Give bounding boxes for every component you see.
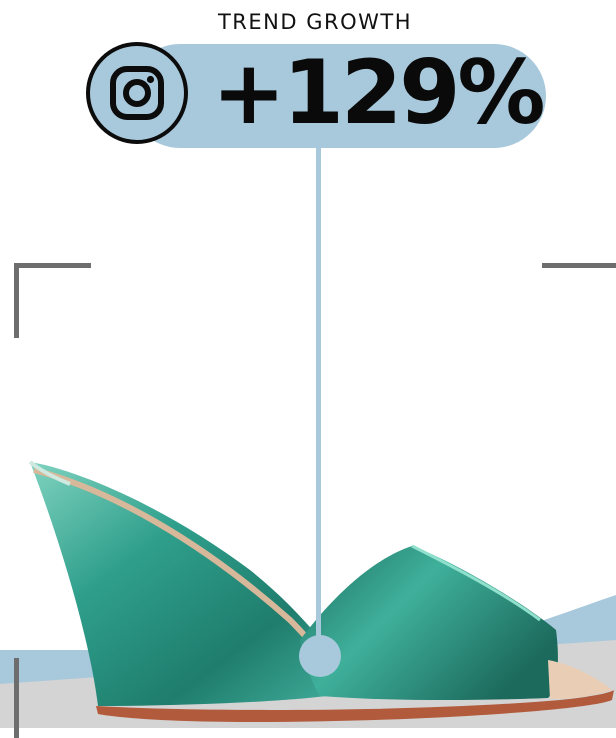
frame-corner-bottom-left [14, 658, 91, 738]
shoe-wedge [30, 462, 360, 706]
frame-corner-top-right [542, 263, 616, 338]
instagram-glyph-icon [110, 66, 164, 120]
shoe-sole [96, 690, 614, 722]
trend-growth-label: TREND GROWTH [217, 10, 413, 34]
connector-dot [299, 635, 341, 677]
shoe-toe [548, 660, 612, 699]
instagram-icon[interactable] [86, 42, 188, 144]
connector-line [316, 148, 321, 656]
growth-pill [128, 44, 546, 148]
shoe-strap [300, 546, 558, 700]
frame-corner-top-left [14, 263, 91, 338]
growth-percentage: +129% [212, 41, 546, 144]
